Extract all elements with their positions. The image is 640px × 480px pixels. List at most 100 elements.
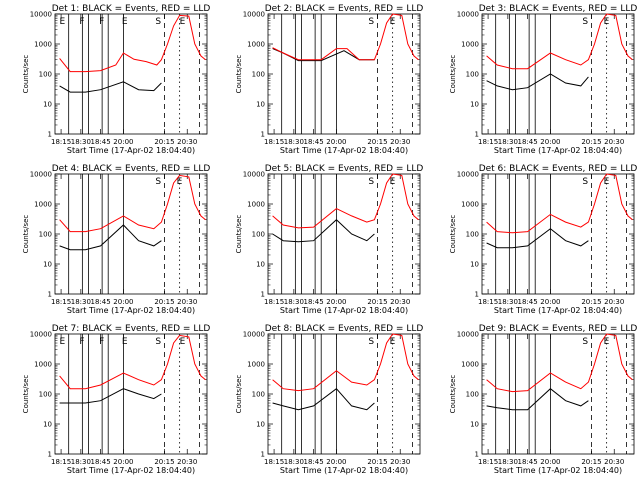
series-line-lld [59,14,206,73]
x-tick-label: 18:15 [51,298,71,306]
y-tick-label: 100 [466,231,479,239]
x-tick-label: 18:30 [498,298,518,306]
y-axis-label: Counts/sec [22,375,30,414]
x-tick-label: 18:45 [304,138,324,146]
panel-title: Det 9: BLACK = Events, RED = LLD [479,324,638,334]
x-tick-label: 20:30 [177,298,197,306]
x-tick-label: 18:15 [51,458,71,466]
event-mark-label: E [180,17,186,27]
x-tick-label: 20:30 [390,458,410,466]
series-line-lld [272,13,419,61]
x-axis-label: Start Time (17-Apr-02 18:04:40) [280,466,408,475]
event-mark-label: S [368,177,374,187]
y-tick-label: 1 [475,131,479,139]
event-mark-label: S [582,17,588,27]
y-tick-label: 1000 [34,361,52,369]
y-axis-label: Counts/sec [235,375,243,414]
y-tick-label: 100 [39,391,52,399]
event-mark-label: F [79,17,84,27]
x-axis-label: Start Time (17-Apr-02 18:04:40) [67,306,195,315]
x-axis-label: Start Time (17-Apr-02 18:04:40) [494,466,622,475]
y-tick-label: 1000 [34,41,52,49]
x-axis-label: Start Time (17-Apr-02 18:04:40) [494,146,622,155]
x-tick-label: 20:30 [604,458,624,466]
y-tick-label: 1 [48,451,52,459]
y-tick-label: 1000 [461,361,479,369]
x-tick-label: 20:15 [581,458,601,466]
x-tick-label: 18:15 [478,138,498,146]
x-tick-label: 20:00 [113,298,133,306]
x-tick-label: 18:30 [498,138,518,146]
event-mark-label: S [155,337,161,347]
panel-det-8: Det 8: BLACK = Events, RED = LLD 1 10 100 10… [235,324,423,475]
panel-det-3: Det 3: BLACK = Events, RED = LLD 1 10 100 10… [449,4,637,155]
x-tick-label: 20:00 [540,138,560,146]
y-tick-label: 1000 [247,361,265,369]
event-mark-label: E [60,337,66,347]
x-tick-label: 18:45 [304,298,324,306]
event-mark-label: S [155,17,161,27]
plot-frame [54,333,208,455]
x-tick-label: 20:30 [177,458,197,466]
event-mark-label: S [155,177,161,187]
x-tick-label: 20:15 [367,458,387,466]
x-axis-label: Start Time (17-Apr-02 18:04:40) [280,146,408,155]
x-tick-label: 18:30 [71,458,91,466]
event-mark-label: F [99,337,104,347]
y-tick-label: 100 [252,71,265,79]
x-tick-label: 18:15 [264,298,284,306]
panel-title: Det 5: BLACK = Events, RED = LLD [265,164,424,174]
y-tick-label: 10 [256,421,265,429]
y-axis-label: Counts/sec [449,55,457,94]
x-tick-label: 18:45 [304,458,324,466]
panel-title: Det 8: BLACK = Events, RED = LLD [265,324,424,334]
x-tick-label: 18:30 [71,298,91,306]
y-tick-label: 10 [43,421,52,429]
x-tick-label: 18:15 [264,458,284,466]
event-mark-label: E [180,337,186,347]
plot-frame [481,13,635,135]
y-tick-label: 10000 [243,171,265,179]
x-tick-label: 18:30 [284,458,304,466]
y-tick-label: 10000 [457,11,479,19]
series-line-lld [486,173,633,234]
y-tick-label: 1 [48,291,52,299]
y-tick-label: 10000 [457,331,479,339]
y-tick-label: 10000 [30,11,52,19]
x-tick-label: 20:00 [326,298,346,306]
event-mark-label: E [177,177,183,187]
event-mark-label: E [122,17,128,27]
series-line-events [486,228,589,249]
x-tick-label: 18:45 [518,458,538,466]
y-axis-label: Counts/sec [22,215,30,254]
event-mark-label: F [99,17,104,27]
x-tick-label: 20:15 [581,298,601,306]
y-tick-label: 1000 [247,201,265,209]
event-mark-label: E [390,177,396,187]
x-tick-label: 20:15 [154,138,174,146]
x-tick-label: 20:00 [540,298,560,306]
event-mark-label: S [368,17,374,27]
y-tick-label: 10000 [457,171,479,179]
y-tick-label: 10 [470,101,479,109]
panel-det-6: Det 6: BLACK = Events, RED = LLD 1 10 100 10… [449,164,637,315]
y-tick-label: 10 [256,101,265,109]
x-tick-label: 18:30 [284,298,304,306]
y-tick-label: 10 [470,421,479,429]
x-tick-label: 18:15 [478,458,498,466]
y-tick-label: 1000 [34,201,52,209]
y-axis-label: Counts/sec [449,375,457,414]
x-tick-label: 18:45 [91,458,111,466]
panel-det-9: Det 9: BLACK = Events, RED = LLD 1 10 100 10… [449,324,637,475]
x-tick-label: 20:30 [177,138,197,146]
x-axis-label: Start Time (17-Apr-02 18:04:40) [494,306,622,315]
event-mark-label: S [582,337,588,347]
series-line-lld [59,334,206,390]
y-axis-label: Counts/sec [235,215,243,254]
x-tick-label: 18:15 [264,138,284,146]
y-tick-label: 100 [466,391,479,399]
x-tick-label: 20:00 [540,458,560,466]
x-tick-label: 18:30 [284,138,304,146]
x-tick-label: 20:15 [154,458,174,466]
